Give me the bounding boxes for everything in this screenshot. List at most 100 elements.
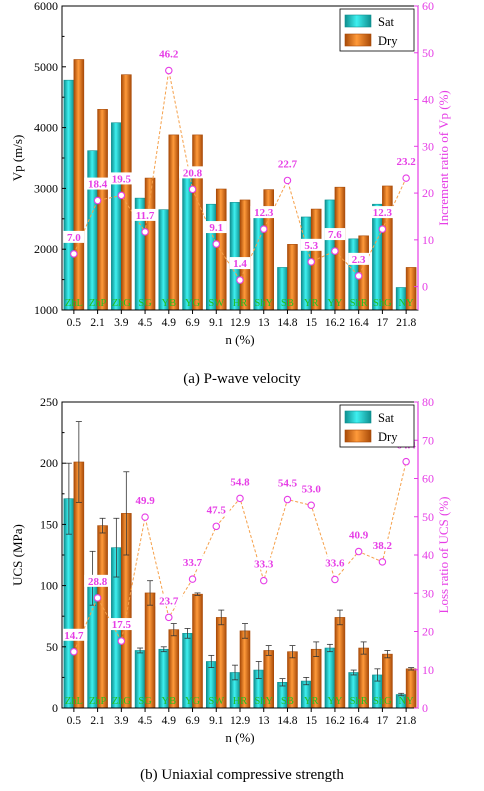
ratio-point-0 bbox=[70, 250, 78, 258]
ratio-label-bg-5 bbox=[179, 556, 206, 569]
rock-label-7: HR bbox=[233, 298, 248, 309]
panel-caption: (a) P-wave velocity bbox=[183, 371, 301, 387]
y2-tick-label-5: 50 bbox=[422, 46, 434, 60]
ratio-label-bg-14 bbox=[392, 155, 420, 168]
rock-label-11: YY bbox=[327, 298, 343, 309]
ratio-point-8 bbox=[259, 225, 268, 233]
rock-label-14: NY bbox=[399, 696, 415, 707]
bar-sat-13 bbox=[372, 203, 383, 311]
ratio-point-3 bbox=[141, 228, 149, 236]
ratio-point-7 bbox=[236, 276, 244, 284]
x-tick-label-14: 21.8 bbox=[396, 715, 416, 727]
ratio-label-0: 14.7 bbox=[64, 630, 84, 642]
ratio-point-12 bbox=[354, 547, 363, 556]
legend-label-sat: Sat bbox=[378, 15, 395, 29]
y-tick-label-2: 3000 bbox=[34, 181, 58, 195]
ratio-label-11: 7.6 bbox=[328, 229, 342, 241]
ratio-label-9: 54.5 bbox=[278, 478, 298, 490]
y-tick-label-4: 5000 bbox=[34, 60, 58, 74]
x-tick-label-1: 2.1 bbox=[90, 715, 105, 727]
bar-dry-13 bbox=[382, 185, 393, 311]
rock-label-13: ShG bbox=[373, 696, 392, 707]
ratio-point-6 bbox=[212, 240, 221, 248]
x-tick-label-12: 16.4 bbox=[349, 317, 369, 329]
ratio-label-bg-11 bbox=[321, 556, 349, 569]
ratio-label-12: 40.9 bbox=[349, 530, 369, 542]
ratio-label-bg-1 bbox=[84, 574, 111, 587]
rock-label-5: YG bbox=[185, 696, 201, 707]
bar-sat-7 bbox=[229, 202, 241, 311]
y2-tick-label-3: 30 bbox=[422, 139, 434, 153]
ratio-label-9: 22.7 bbox=[278, 158, 298, 170]
ratio-label-bg-0 bbox=[63, 230, 85, 243]
x-tick-label-8: 13 bbox=[258, 715, 270, 727]
x-tick-label-6: 9.1 bbox=[209, 715, 224, 727]
ratio-label-bg-7 bbox=[226, 475, 254, 488]
ratio-label-bg-4 bbox=[155, 47, 183, 60]
bar-dry-5 bbox=[192, 593, 203, 709]
rock-label-2: ZhG bbox=[112, 696, 132, 707]
ratio-point-9 bbox=[283, 495, 292, 504]
x-tick-label-5: 6.9 bbox=[185, 317, 200, 329]
rock-label-13: ShG bbox=[373, 298, 392, 309]
y2-axis-title: Loss ratio of UCS (%) bbox=[436, 497, 451, 614]
x-tick-label-7: 12.9 bbox=[230, 715, 250, 727]
y-axis-title: UCS (MPa) bbox=[10, 524, 25, 586]
x-tick-label-3: 4.5 bbox=[138, 715, 153, 727]
y2-tick-label-2: 20 bbox=[422, 625, 434, 639]
ratio-line bbox=[73, 70, 407, 282]
rock-label-8: ShY bbox=[254, 696, 273, 707]
panel-ucs: ZhL ZhP ZhG SG YB YG SW HR ShY SB YR YY ShR ShG NY 14.7… bbox=[10, 395, 451, 783]
ratio-point-10 bbox=[307, 258, 315, 266]
ratio-point-2 bbox=[117, 637, 126, 645]
y2-tick-label-0: 0 bbox=[422, 280, 428, 294]
ratio-point-7 bbox=[236, 494, 244, 503]
x-tick-label-10: 15 bbox=[305, 317, 317, 329]
rock-label-7: HR bbox=[233, 696, 248, 707]
y2-tick-label-5: 50 bbox=[422, 510, 434, 524]
ratio-label-bg-4 bbox=[155, 594, 183, 607]
panel-caption: (b) Uniaxial compressive strength bbox=[140, 767, 344, 783]
x-tick-label-13: 17 bbox=[377, 317, 389, 329]
ratio-label-4: 46.2 bbox=[159, 49, 179, 61]
ratio-point-4 bbox=[165, 613, 173, 622]
ratio-point-2 bbox=[117, 191, 126, 200]
ratio-label-2: 19.5 bbox=[112, 173, 132, 185]
rock-label-1: ZhP bbox=[89, 298, 107, 309]
y2-tick-label-3: 30 bbox=[422, 586, 434, 600]
y2-tick-label-7: 70 bbox=[422, 433, 434, 447]
ratio-label-5: 20.8 bbox=[183, 167, 203, 179]
ratio-point-11 bbox=[331, 247, 339, 255]
ratio-label-8: 33.3 bbox=[254, 559, 274, 571]
bar-sat-0 bbox=[63, 79, 75, 311]
bar-dry-6 bbox=[215, 617, 227, 709]
y2-tick-label-6: 60 bbox=[422, 472, 434, 486]
y-tick-label-3: 150 bbox=[40, 517, 58, 531]
rock-label-8: ShY bbox=[254, 298, 273, 309]
rock-label-2: ZhG bbox=[112, 298, 132, 309]
ratio-point-14 bbox=[402, 457, 410, 466]
legend-label-dry: Dry bbox=[378, 430, 398, 444]
ratio-label-6: 47.5 bbox=[207, 504, 227, 516]
bar-sat-1 bbox=[87, 150, 98, 311]
ratio-label-8: 12.3 bbox=[254, 207, 274, 219]
legend-swatch-dry bbox=[344, 33, 372, 47]
x-axis-title: n (%) bbox=[225, 332, 254, 347]
y-tick-label-5: 250 bbox=[40, 395, 58, 409]
x-tick-label-7: 12.9 bbox=[230, 317, 250, 329]
ratio-label-bg-13 bbox=[369, 206, 396, 219]
ratio-label-bg-7 bbox=[229, 257, 251, 270]
y-tick-label-4: 200 bbox=[40, 456, 58, 470]
legend-label-sat: Sat bbox=[378, 411, 395, 425]
y-tick-label-3: 4000 bbox=[34, 121, 58, 135]
bar-dry-11 bbox=[334, 617, 346, 709]
ratio-label-2: 17.5 bbox=[112, 619, 132, 631]
ratio-label-bg-3 bbox=[131, 494, 159, 507]
ratio-label-11: 33.6 bbox=[325, 557, 345, 569]
bar-dry-4 bbox=[168, 134, 180, 311]
y-tick-label-0: 0 bbox=[52, 701, 58, 715]
ratio-label-12: 2.3 bbox=[352, 254, 366, 266]
bar-dry-3 bbox=[144, 592, 156, 709]
ratio-label-bg-0 bbox=[60, 628, 88, 641]
